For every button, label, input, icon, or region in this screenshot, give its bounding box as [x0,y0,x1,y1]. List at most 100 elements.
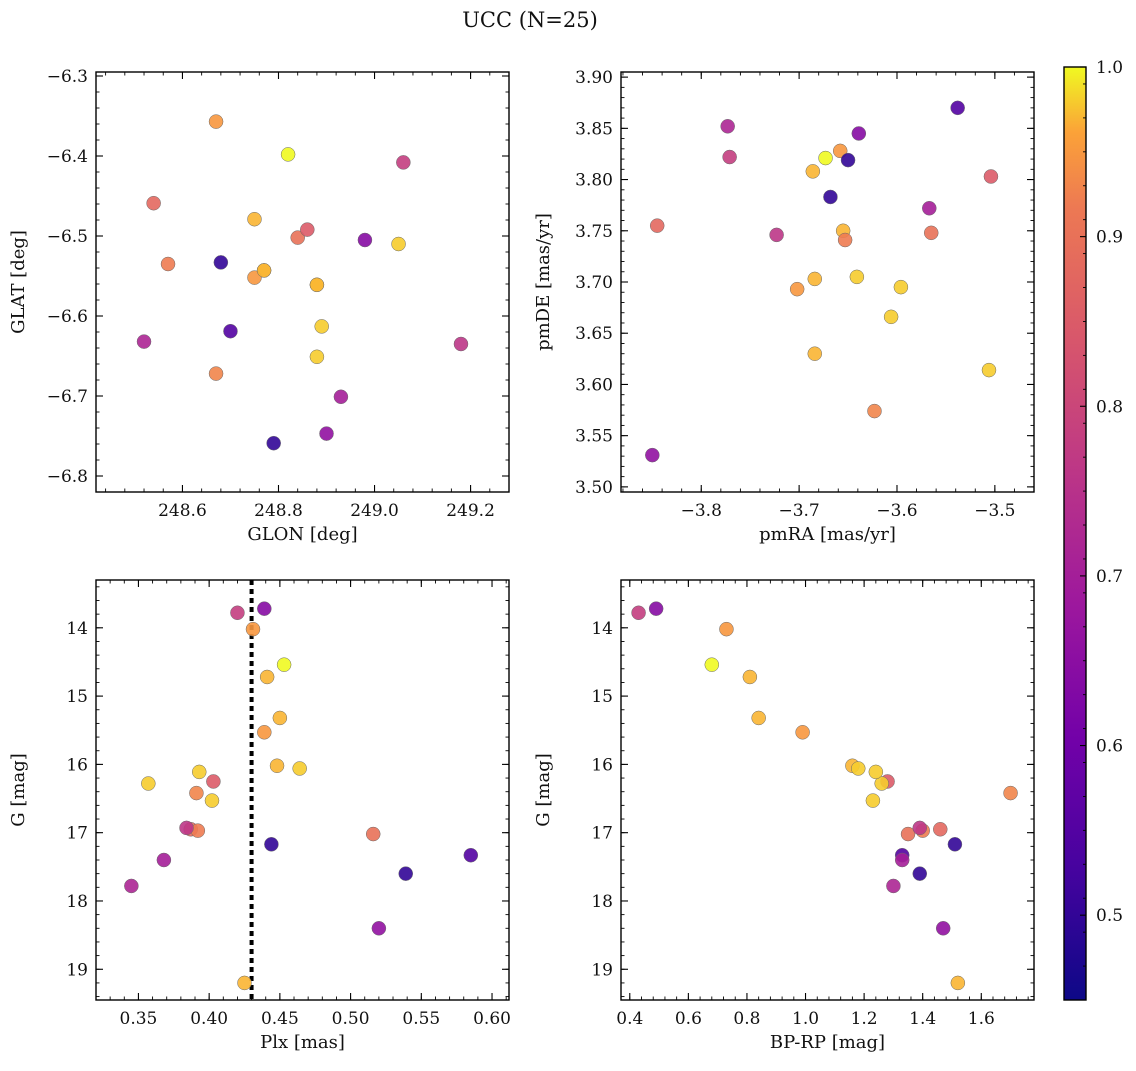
y-tick-label: 17 [591,824,613,844]
y-axis-label: GLAT [deg] [8,230,29,334]
data-point [935,921,951,936]
x-tick-label: 248.6 [158,501,207,521]
y-tick-label: 19 [591,960,613,980]
y-tick-label: 15 [591,687,613,707]
data-point [883,309,899,325]
x-tick-label: 249.2 [446,501,495,521]
data-point [795,725,810,740]
y-tick-label: 3.50 [575,478,613,498]
data-point [179,820,194,836]
x-tick-label: −3.8 [681,501,722,521]
data-point [247,211,262,227]
data-point [463,847,479,863]
data-point [357,232,373,248]
data-point [950,975,966,991]
data-point [807,271,823,287]
colorbar-tick-label: 0.7 [1096,567,1123,587]
axes-frame [620,579,1035,1001]
y-tick-label: 3.75 [575,222,613,242]
data-point [923,225,939,241]
data-point [751,710,766,726]
y-tick-label: 15 [66,687,88,707]
data-point [269,758,285,774]
data-point [849,269,865,285]
data-point [245,621,261,637]
data-point [947,837,963,852]
x-tick-label: 248.8 [254,501,303,521]
y-tick-label: 3.80 [575,171,613,191]
data-point [851,761,866,776]
data-point [769,227,784,243]
data-point [720,119,735,134]
data-point [136,334,152,349]
x-tick-label: −3.7 [778,501,819,521]
x-tick-label: 0.55 [402,1009,440,1029]
data-point [300,222,315,237]
data-point [851,126,867,141]
data-point [865,793,881,808]
axes-frame [95,71,510,493]
data-point [371,921,387,936]
data-point [867,403,882,419]
y-tick-label: 14 [66,619,88,639]
colorbar-tick-label: 0.5 [1096,906,1123,926]
data-point [264,837,279,852]
data-point [333,389,349,405]
data-point [160,256,176,272]
y-tick-label: 3.70 [575,273,613,293]
y-axis-label: G [mag] [8,753,29,826]
x-tick-label: 0.50 [332,1009,370,1029]
data-point [648,601,664,616]
data-point [704,657,720,672]
y-tick-label: −6.5 [47,227,88,247]
data-point [266,435,281,451]
data-point [259,669,275,685]
y-tick-label: −6.3 [47,67,88,87]
y-axis-label: G [mag] [533,753,554,826]
panel-2: −3.8 −3.7 −3.6 −3.5 3.50 3.55 3.60 3.65 3.70 3.75… [533,68,1035,545]
colorbar-tick-label: 1.0 [1096,58,1123,78]
data-point [206,774,221,789]
data-point [256,263,272,278]
data-point [837,232,853,248]
y-tick-label: −6.4 [47,147,88,167]
axes-frame [95,579,510,1001]
data-point [893,279,909,295]
data-point [204,793,220,808]
data-point [189,785,204,801]
data-point [192,764,207,780]
data-point [645,447,660,463]
data-point [223,323,238,339]
data-point [818,150,833,166]
y-tick-label: 17 [66,824,88,844]
x-tick-label: 0.45 [261,1009,299,1029]
data-point [950,100,965,116]
x-axis-label: GLON [deg] [247,524,357,545]
data-point [146,195,161,211]
y-tick-label: 18 [66,892,88,912]
data-point [319,426,334,441]
colorbar-tick-label: 0.8 [1096,397,1123,417]
y-tick-label: 3.90 [575,68,613,88]
colorbar-tick-label: 0.9 [1096,228,1123,248]
y-tick-label: 3.85 [575,119,613,139]
colorbar: 0.5 0.6 0.7 0.8 0.9 1.0 [1063,58,1123,1001]
data-point [742,669,758,685]
y-tick-label: 14 [591,619,613,639]
x-tick-label: 0.4 [616,1009,643,1029]
y-tick-label: 3.65 [575,324,613,344]
data-point [981,362,997,378]
panel-1: 248.6 248.8 249.0 249.2 −6.8 −6.7 −6.6 −6.5 −6.4… [8,67,510,545]
y-tick-label: 16 [591,755,613,775]
panel-4: 0.4 0.6 0.8 1.0 1.2 1.4 1.6 14 15 16 17 18 19 BP-RP [… [533,579,1035,1053]
data-point [912,866,928,881]
data-point [874,776,889,791]
data-point [290,230,305,245]
data-point [396,155,411,170]
data-point [789,281,805,297]
data-point [722,149,737,165]
x-tick-label: −3.6 [876,501,917,521]
x-tick-label: 0.40 [190,1009,228,1029]
data-point [280,147,296,162]
